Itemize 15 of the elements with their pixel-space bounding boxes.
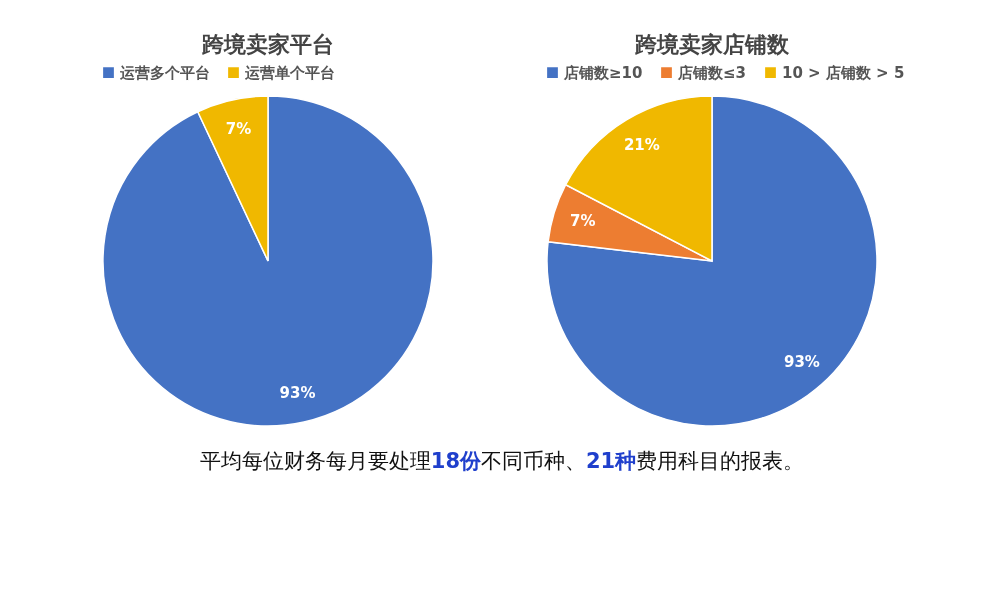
legend-label: 店铺数≥10: [562, 63, 642, 82]
text: 平均每位财务每月要处理18份不同币种、21种费用科目的报表。: [199, 449, 805, 473]
legend-label: 运营单个平台: [243, 63, 335, 82]
pie-slice: [101, 95, 434, 427]
chart-title: 跨境卖家平台: [200, 32, 334, 57]
data-label: 21%: [623, 136, 660, 155]
data-label: 93%: [783, 353, 820, 372]
legend-label: 运营多个平台: [118, 63, 210, 82]
data-label: 7%: [225, 119, 251, 138]
pie-slice: [545, 95, 878, 427]
chart-title: 跨境卖家店铺数: [633, 32, 790, 57]
legend-label: 10 > 店铺数 > 5: [781, 63, 904, 82]
data-label: 7%: [569, 212, 595, 231]
legend-label: 店铺数≤3: [676, 63, 746, 82]
data-label: 93%: [279, 384, 315, 403]
